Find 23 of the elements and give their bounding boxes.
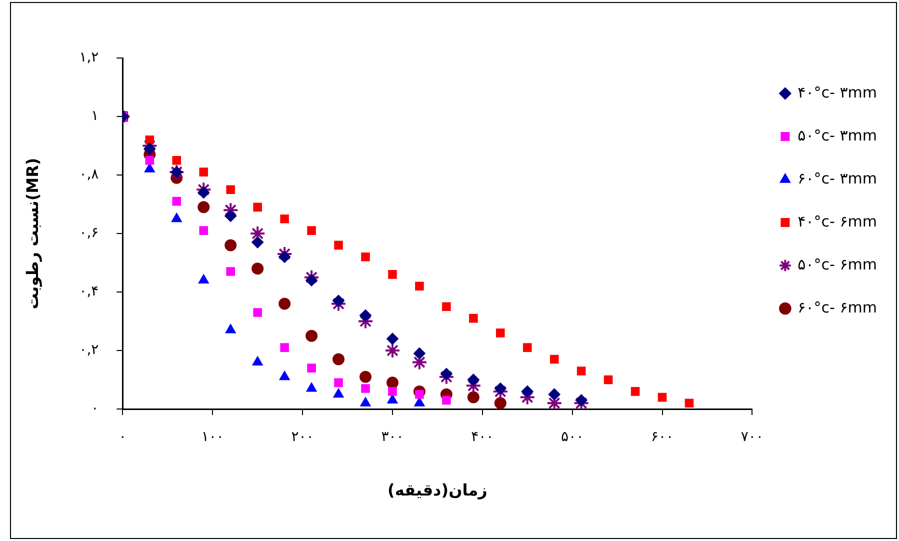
x-tick-label: ۶۰۰: [650, 429, 674, 446]
y-tick-label: ۰,۸: [79, 166, 100, 183]
x-tick-label: ۷۰۰: [740, 429, 764, 446]
legend-label: ۵۰°c- ۶mm: [798, 255, 878, 274]
y-axis-title: نسبت رطوبت(MR): [22, 158, 42, 310]
y-tick-label: ۰,۶: [79, 225, 99, 242]
x-tick-label: ۳۰۰: [381, 429, 404, 446]
legend-label: ۴۰°c- ۶mm: [798, 212, 878, 230]
x-tick-label: ۰: [118, 429, 126, 446]
legend-label: ۵۰°c- ۳mm: [798, 126, 878, 144]
legend-label: ۶۰°c- ۳mm: [798, 169, 878, 188]
y-tick-label: ۰,۲: [79, 342, 99, 358]
y-tick-label: ۱,۲: [79, 50, 99, 66]
y-tick-label: ۰: [91, 400, 99, 417]
x-tick-label: ۴۰۰: [471, 429, 494, 446]
x-axis-title: زمان(دقیقه): [388, 480, 488, 500]
x-tick-label: ۲۰۰: [291, 429, 314, 446]
legend-label: ۴۰°c- ۳mm: [798, 83, 878, 102]
x-tick-label: ۱۰۰: [201, 429, 224, 446]
x-tick-label: ۵۰۰: [561, 429, 584, 446]
y-tick-label: ۰,۴: [79, 284, 99, 300]
legend-label: ۶۰°c- ۶mm: [798, 298, 878, 316]
y-tick-label: ۱: [91, 108, 99, 124]
